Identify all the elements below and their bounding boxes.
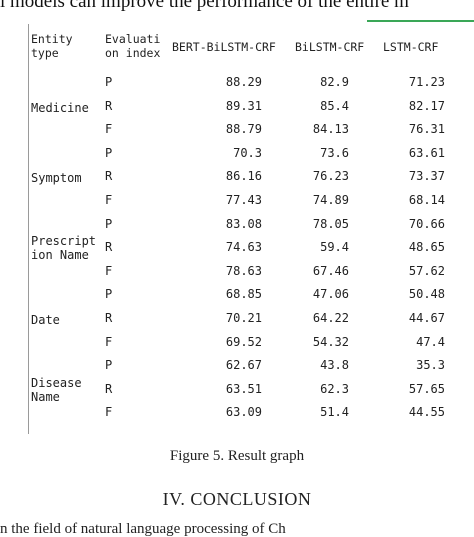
following-paragraph-line: n the field of natural language processi… [0, 521, 286, 537]
score-cell: 63.09 [225, 405, 262, 420]
entity-type-cell: Date [31, 313, 60, 327]
score-cell: 57.62 [408, 263, 445, 278]
entity-type-cell: Medicine [31, 100, 89, 115]
evaluation-index-cell: R [105, 311, 113, 325]
score-cell: 83.08 [225, 216, 262, 231]
score-cell: 86.16 [225, 169, 262, 184]
evaluation-index-cell: F [105, 193, 113, 207]
score-cell: 74.63 [225, 240, 262, 255]
score-cell: 47.4 [416, 334, 445, 349]
header-evaluation-index: Evaluati on index [105, 32, 161, 60]
green-rule [367, 20, 474, 22]
score-cell: 89.31 [225, 98, 262, 113]
results-table: Entity type Evaluati on index BERT-BiLSTM-CR… [28, 24, 474, 434]
score-cell: 59.4 [320, 240, 349, 255]
score-cell: 63.51 [225, 381, 262, 396]
score-cell: 44.55 [408, 405, 445, 420]
score-cell: 78.05 [312, 216, 349, 231]
score-cell: 44.67 [408, 311, 445, 325]
evaluation-index-cell: F [105, 405, 113, 420]
entity-type-cell: Symptom [31, 171, 82, 186]
score-cell: 76.23 [312, 169, 349, 184]
figure-caption: Figure 5. Result graph [169, 448, 305, 464]
score-cell: 51.4 [320, 405, 349, 420]
score-cell: 70.3 [233, 145, 262, 160]
score-cell: 77.43 [225, 193, 262, 207]
header-model-2: BiLSTM-CRF [295, 40, 365, 54]
evaluation-index-cell: P [105, 287, 113, 302]
evaluation-index-cell: F [105, 122, 113, 137]
evaluation-index-cell: R [105, 98, 113, 113]
score-cell: 50.48 [408, 287, 445, 302]
score-cell: 84.13 [312, 122, 349, 137]
score-cell: 78.63 [225, 263, 262, 278]
score-cell: 68.14 [408, 193, 445, 207]
entity-type-cell: Disease Name [31, 375, 82, 404]
score-cell: 43.8 [320, 358, 349, 373]
score-cell: 76.31 [408, 122, 445, 137]
score-cell: 63.61 [408, 145, 445, 160]
score-cell: 70.66 [408, 216, 445, 231]
score-cell: 62.3 [320, 381, 349, 396]
score-cell: 57.65 [408, 381, 445, 396]
evaluation-index-cell: R [105, 240, 113, 255]
score-cell: 73.37 [408, 169, 445, 184]
evaluation-index-cell: P [105, 358, 113, 373]
evaluation-index-cell: R [105, 169, 113, 184]
score-cell: 69.52 [225, 334, 262, 349]
header-entity-type: Entity type [31, 32, 73, 60]
header-model-3: LSTM-CRF [383, 40, 439, 54]
score-cell: 85.4 [320, 98, 349, 113]
score-cell: 88.29 [225, 75, 262, 89]
score-cell: 62.67 [225, 358, 262, 373]
score-cell: 70.21 [225, 311, 262, 325]
preceding-paragraph-line: l models can improve the performance of … [0, 0, 409, 12]
evaluation-index-cell: P [105, 216, 113, 231]
score-cell: 88.79 [225, 122, 262, 137]
score-cell: 71.23 [408, 75, 445, 89]
evaluation-index-cell: R [105, 381, 113, 396]
evaluation-index-cell: F [105, 334, 113, 349]
score-cell: 35.3 [416, 358, 445, 373]
score-cell: 47.06 [312, 287, 349, 302]
score-cell: 67.46 [312, 263, 349, 278]
evaluation-index-cell: P [105, 145, 113, 160]
score-cell: 82.9 [320, 75, 349, 89]
score-cell: 48.65 [408, 240, 445, 255]
score-cell: 64.22 [312, 311, 349, 325]
score-cell: 73.6 [320, 145, 349, 160]
header-model-1: BERT-BiLSTM-CRF [172, 40, 276, 54]
entity-type-cell: Prescript ion Name [31, 234, 97, 263]
score-cell: 82.17 [408, 98, 445, 113]
score-cell: 54.32 [312, 334, 349, 349]
section-heading: IV. CONCLUSION [162, 489, 312, 509]
evaluation-index-cell: P [105, 75, 113, 89]
score-cell: 74.89 [312, 193, 349, 207]
evaluation-index-cell: F [105, 263, 113, 278]
score-cell: 68.85 [225, 287, 262, 302]
